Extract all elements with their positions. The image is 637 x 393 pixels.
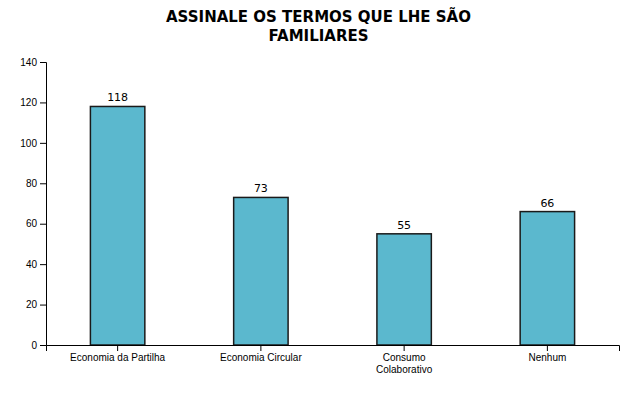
data-labels: 118 73 55 66: [107, 91, 554, 231]
y-tick: 0: [31, 340, 46, 351]
x-axis-line: [47, 346, 620, 352]
x-tick-label-line: Economia da Partilha: [70, 352, 165, 363]
y-axis: 0 20 40 60 80 100 120 140: [20, 57, 46, 351]
y-axis-line: [40, 63, 47, 346]
y-tick: 100: [20, 138, 46, 149]
x-tick-mark: [404, 345, 405, 351]
x-tick: ConsumoColaborativo: [376, 345, 433, 375]
data-label: 66: [540, 197, 554, 210]
x-tick-mark: [547, 345, 548, 351]
x-tick-label: ConsumoColaborativo: [376, 352, 433, 375]
y-tick-label: 80: [26, 178, 38, 189]
x-tick-label: Economia da Partilha: [70, 352, 165, 363]
x-tick-label: Nenhum: [528, 352, 566, 363]
x-tick-label-line: Nenhum: [528, 352, 566, 363]
x-tick-label: Economia Circular: [220, 352, 302, 363]
y-tick: 20: [26, 299, 46, 310]
x-axis: Economia da Partilha Economia Circular Con…: [47, 345, 620, 375]
x-tick: Nenhum: [528, 345, 566, 363]
y-tick-label: 60: [26, 218, 38, 229]
y-tick-mark: [40, 264, 46, 265]
bar: [377, 234, 431, 345]
plot-area: 020406080100120140Economia da PartilhaEc…: [20, 57, 619, 375]
bar: [520, 212, 574, 345]
y-tick: 120: [20, 97, 46, 108]
y-tick-label: 120: [20, 97, 37, 108]
y-tick-label: 100: [20, 138, 37, 149]
y-tick-mark: [40, 305, 46, 306]
y-tick: 40: [26, 259, 46, 270]
y-tick: 80: [26, 178, 46, 189]
y-tick-mark: [40, 183, 46, 184]
x-tick-mark: [260, 345, 261, 351]
x-tick: Economia Circular: [220, 345, 302, 363]
x-tick-label-line: Colaborativo: [376, 364, 433, 375]
y-tick-mark: [40, 62, 46, 63]
bar: [90, 106, 144, 345]
y-tick: 60: [26, 218, 46, 229]
x-tick-mark: [117, 345, 118, 351]
data-label: 118: [107, 91, 128, 104]
y-tick-label: 140: [20, 57, 37, 68]
data-label: 73: [254, 182, 268, 195]
data-label: 55: [397, 219, 411, 232]
y-tick-label: 0: [31, 340, 37, 351]
chart-title-line: FAMILIARES: [269, 27, 369, 45]
x-tick-label-line: Consumo: [383, 352, 426, 363]
y-tick: 140: [20, 57, 46, 68]
y-tick-label: 20: [26, 299, 38, 310]
y-tick-label: 40: [26, 259, 38, 270]
chart-title-line: ASSINALE OS TERMOS QUE LHE SÃO: [166, 7, 471, 26]
chart-svg: ASSINALE OS TERMOS QUE LHE SÃOFAMILIARES…: [0, 0, 637, 393]
x-tick-label-line: Economia Circular: [220, 352, 302, 363]
bar: [234, 197, 288, 345]
y-tick-mark: [40, 143, 46, 144]
y-tick-mark: [40, 345, 46, 346]
bars: [90, 106, 574, 345]
x-tick: Economia da Partilha: [70, 345, 165, 363]
chart-title: ASSINALE OS TERMOS QUE LHE SÃOFAMILIARES: [166, 7, 471, 45]
y-tick-mark: [40, 224, 46, 225]
y-tick-mark: [40, 102, 46, 103]
